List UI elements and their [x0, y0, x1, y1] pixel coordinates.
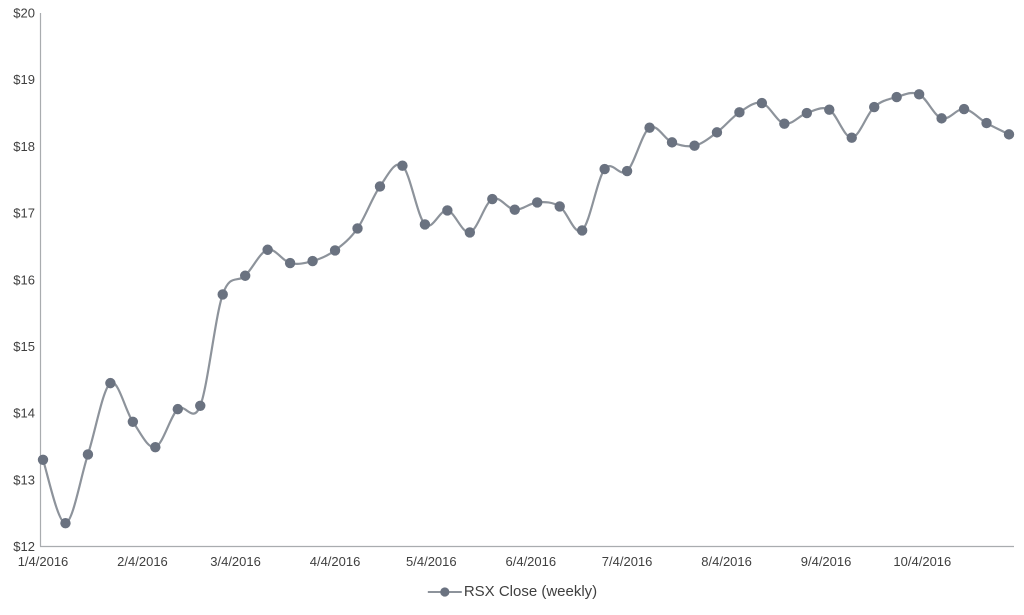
data-point-marker [689, 140, 700, 151]
x-axis-tick-label: 6/4/2016 [506, 554, 557, 569]
data-point-marker [801, 107, 813, 119]
series-line [41, 91, 1011, 525]
data-point-marker [779, 118, 790, 129]
data-point-marker [195, 400, 206, 411]
data-point-marker [981, 117, 992, 129]
x-axis-tick-label: 7/4/2016 [602, 554, 653, 569]
data-point-marker [397, 160, 408, 171]
data-point-marker [666, 137, 678, 148]
data-point-marker [105, 377, 116, 389]
data-point-marker [621, 165, 633, 177]
y-axis-tick-label: $17 [13, 206, 35, 221]
legend-series-label: RSX Close (weekly) [463, 583, 598, 600]
x-axis-tick-label: 10/4/2016 [893, 554, 951, 569]
data-point-marker [262, 244, 273, 255]
y-axis-tick-label: $15 [13, 339, 35, 354]
data-point-marker [554, 201, 565, 212]
data-point-marker [509, 204, 520, 215]
y-axis-tick-label: $13 [13, 472, 35, 487]
y-axis-tick-label: $16 [13, 272, 35, 287]
y-axis-tick-label: $20 [13, 6, 35, 21]
x-axis-tick-label: 8/4/2016 [701, 554, 752, 569]
data-point-marker [869, 101, 880, 113]
data-point-marker [284, 257, 296, 269]
data-point-marker [127, 416, 139, 427]
data-point-marker [711, 127, 723, 138]
data-point-marker [576, 225, 588, 236]
data-point-marker [599, 163, 610, 175]
data-point-marker [644, 122, 655, 133]
data-point-marker [239, 270, 251, 281]
data-point-marker [532, 197, 543, 208]
data-point-marker [958, 103, 970, 115]
y-axis-tick-label: $14 [13, 406, 35, 421]
data-point-marker [150, 441, 161, 453]
x-axis-tick-label: 4/4/2016 [310, 554, 361, 569]
data-point-marker [1003, 129, 1015, 140]
x-axis-tick-label: 2/4/2016 [117, 554, 168, 569]
x-axis-tick-label: 5/4/2016 [406, 554, 457, 569]
data-point-marker [352, 223, 363, 234]
data-point-marker [217, 289, 228, 300]
data-point-marker [37, 454, 49, 466]
x-axis-tick-label: 3/4/2016 [210, 554, 261, 569]
data-point-marker [756, 97, 768, 109]
data-point-marker [936, 113, 947, 124]
data-point-marker [329, 245, 341, 256]
legend-line-marker-icon [427, 586, 462, 597]
data-point-marker [307, 255, 318, 267]
data-point-marker [374, 181, 386, 192]
data-point-marker [891, 91, 902, 103]
y-axis-tick-label: $18 [13, 139, 35, 154]
data-point-marker [734, 107, 745, 118]
data-point-marker [172, 403, 183, 415]
y-axis-tick-label: $12 [13, 539, 35, 554]
data-point-marker [419, 219, 431, 230]
chart-legend: RSX Close (weekly) [427, 583, 597, 600]
data-point-marker [824, 104, 835, 115]
data-point-marker [60, 517, 71, 529]
data-point-marker [846, 132, 857, 143]
y-axis-tick-label: $19 [13, 72, 35, 87]
data-point-marker [464, 227, 476, 238]
data-point-marker [82, 449, 94, 460]
data-point-marker [442, 205, 453, 216]
x-axis-tick-label: 1/4/2016 [18, 554, 69, 569]
x-axis-tick-label: 9/4/2016 [801, 554, 852, 569]
data-point-marker [487, 193, 498, 205]
data-point-marker [913, 89, 925, 100]
